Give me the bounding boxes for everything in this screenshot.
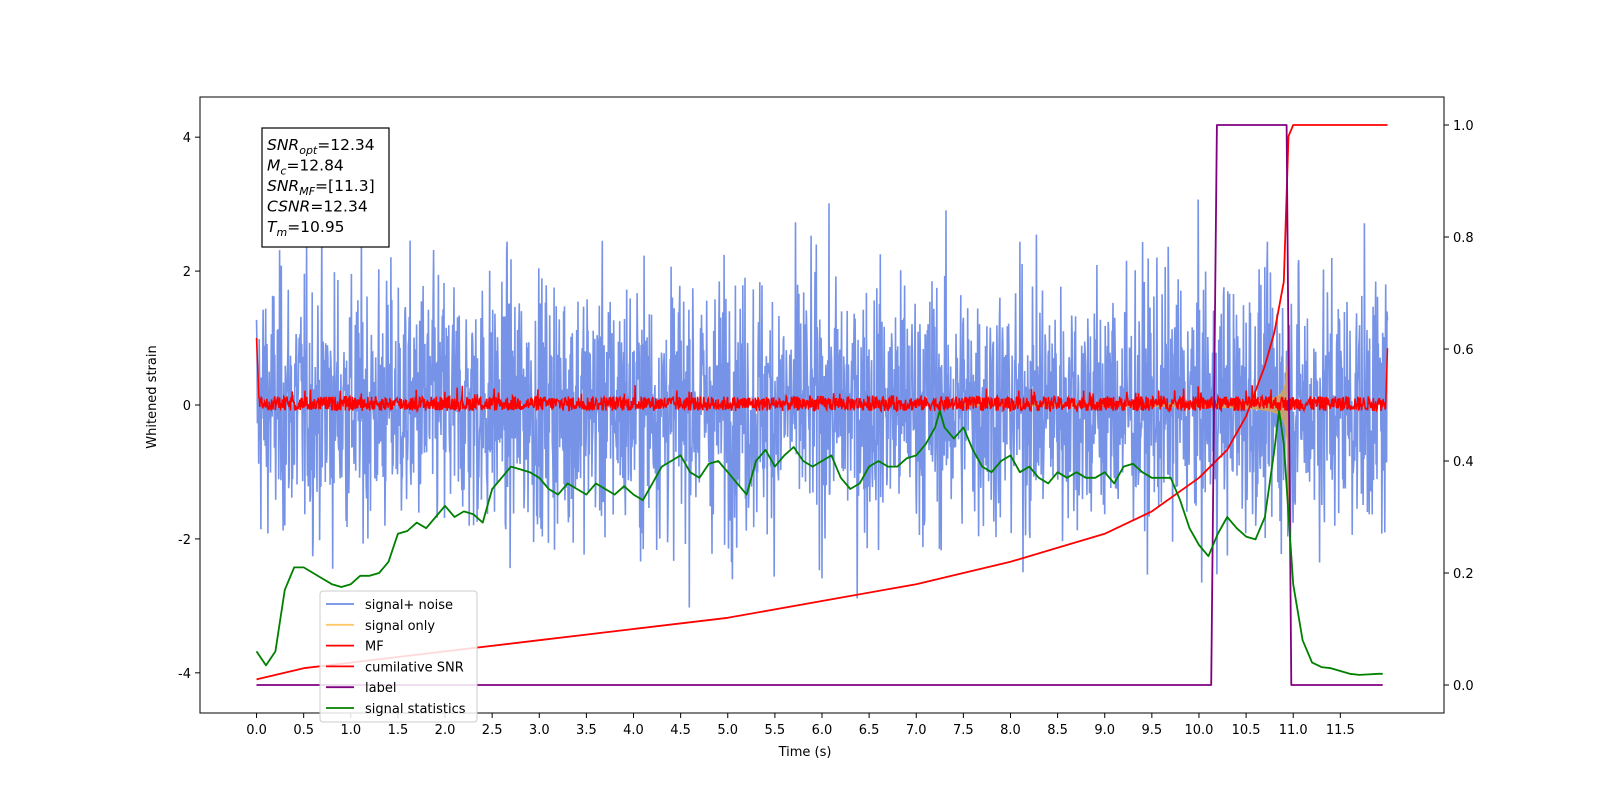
- x-tick-label: 4.5: [670, 723, 691, 738]
- x-tick-label: 2.5: [482, 723, 503, 738]
- x-tick-label: 11.0: [1279, 723, 1308, 738]
- legend-label: signal only: [365, 619, 435, 634]
- x-tick-label: 8.5: [1047, 723, 1068, 738]
- x-tick-label: 5.5: [765, 723, 786, 738]
- x-tick-label: 0.5: [293, 723, 314, 738]
- x-tick-label: 9.5: [1142, 723, 1163, 738]
- x-tick-label: 8.0: [1000, 723, 1021, 738]
- y-tick-right-label: 0.0: [1453, 679, 1474, 694]
- legend-label: signal statistics: [365, 702, 466, 717]
- x-tick-label: 9.0: [1094, 723, 1115, 738]
- annotation-line: Mc=12.84: [267, 157, 344, 178]
- legend: signal+ noise signal only MF cumilative SNR…: [319, 590, 478, 723]
- legend-label: signal+ noise: [365, 598, 453, 613]
- annotation-line: SNRMF=[11.3]: [267, 177, 375, 198]
- plot-area: [255, 124, 1389, 686]
- x-tick-label: 10.0: [1184, 723, 1213, 738]
- annotation-line: Tm=10.95: [267, 218, 345, 239]
- x-tick-label: 6.0: [812, 723, 833, 738]
- annotation-box: SNRopt=12.34Mc=12.84SNRMF=[11.3]CSNR=12.…: [261, 127, 390, 248]
- x-tick-label: 3.0: [529, 723, 550, 738]
- legend-label: label: [365, 681, 396, 696]
- y-tick-left-label: -2: [178, 533, 191, 548]
- y-tick-left-label: 2: [183, 265, 191, 280]
- y-tick-right-label: 0.4: [1453, 455, 1474, 470]
- legend-frame: [319, 590, 478, 723]
- y-axis-label: Whitened strain: [145, 345, 160, 448]
- y-tick-left-label: -4: [178, 667, 191, 682]
- series-signal-statistics: [255, 409, 1383, 676]
- y-tick-right-label: 1.0: [1453, 119, 1474, 134]
- x-tick-label: 6.5: [859, 723, 880, 738]
- y-tick-right-label: 0.8: [1453, 231, 1474, 246]
- x-tick-label: 4.0: [623, 723, 644, 738]
- plot-layers: [255, 124, 1389, 686]
- x-tick-label: 3.5: [576, 723, 597, 738]
- y-tick-right-label: 0.6: [1453, 343, 1474, 358]
- series-label: [256, 124, 1383, 686]
- annotation-line: SNRopt=12.34: [267, 136, 375, 157]
- x-tick-label: 7.5: [953, 723, 974, 738]
- x-tick-label: 2.0: [435, 723, 456, 738]
- x-axis-label: Time (s): [778, 745, 832, 760]
- y-tick-left-label: 4: [183, 131, 191, 146]
- annotation-line: CSNR=12.34: [267, 198, 368, 216]
- x-tick-label: 10.5: [1232, 723, 1261, 738]
- y-tick-right-label: 0.2: [1453, 567, 1474, 582]
- legend-label: cumilative SNR: [365, 660, 464, 675]
- annotation-frame: [261, 127, 390, 248]
- x-tick-label: 1.0: [340, 723, 361, 738]
- x-tick-label: 5.0: [717, 723, 738, 738]
- x-tick-label: 11.5: [1326, 723, 1355, 738]
- series-cumulative-snr: [256, 124, 1388, 681]
- x-tick-label: 7.0: [906, 723, 927, 738]
- legend-label: MF: [365, 640, 384, 655]
- x-tick-label: 1.5: [388, 723, 409, 738]
- axes: 0.0 0.5 1.0 1.5 2.0 2.5 3.0 3.5 4.0 4.5 5.0 5.5 6.0 6…: [178, 96, 1474, 738]
- y-tick-left-label: 0: [183, 399, 191, 414]
- series-mf: [255, 337, 1389, 414]
- x-tick-label: 0.0: [246, 723, 267, 738]
